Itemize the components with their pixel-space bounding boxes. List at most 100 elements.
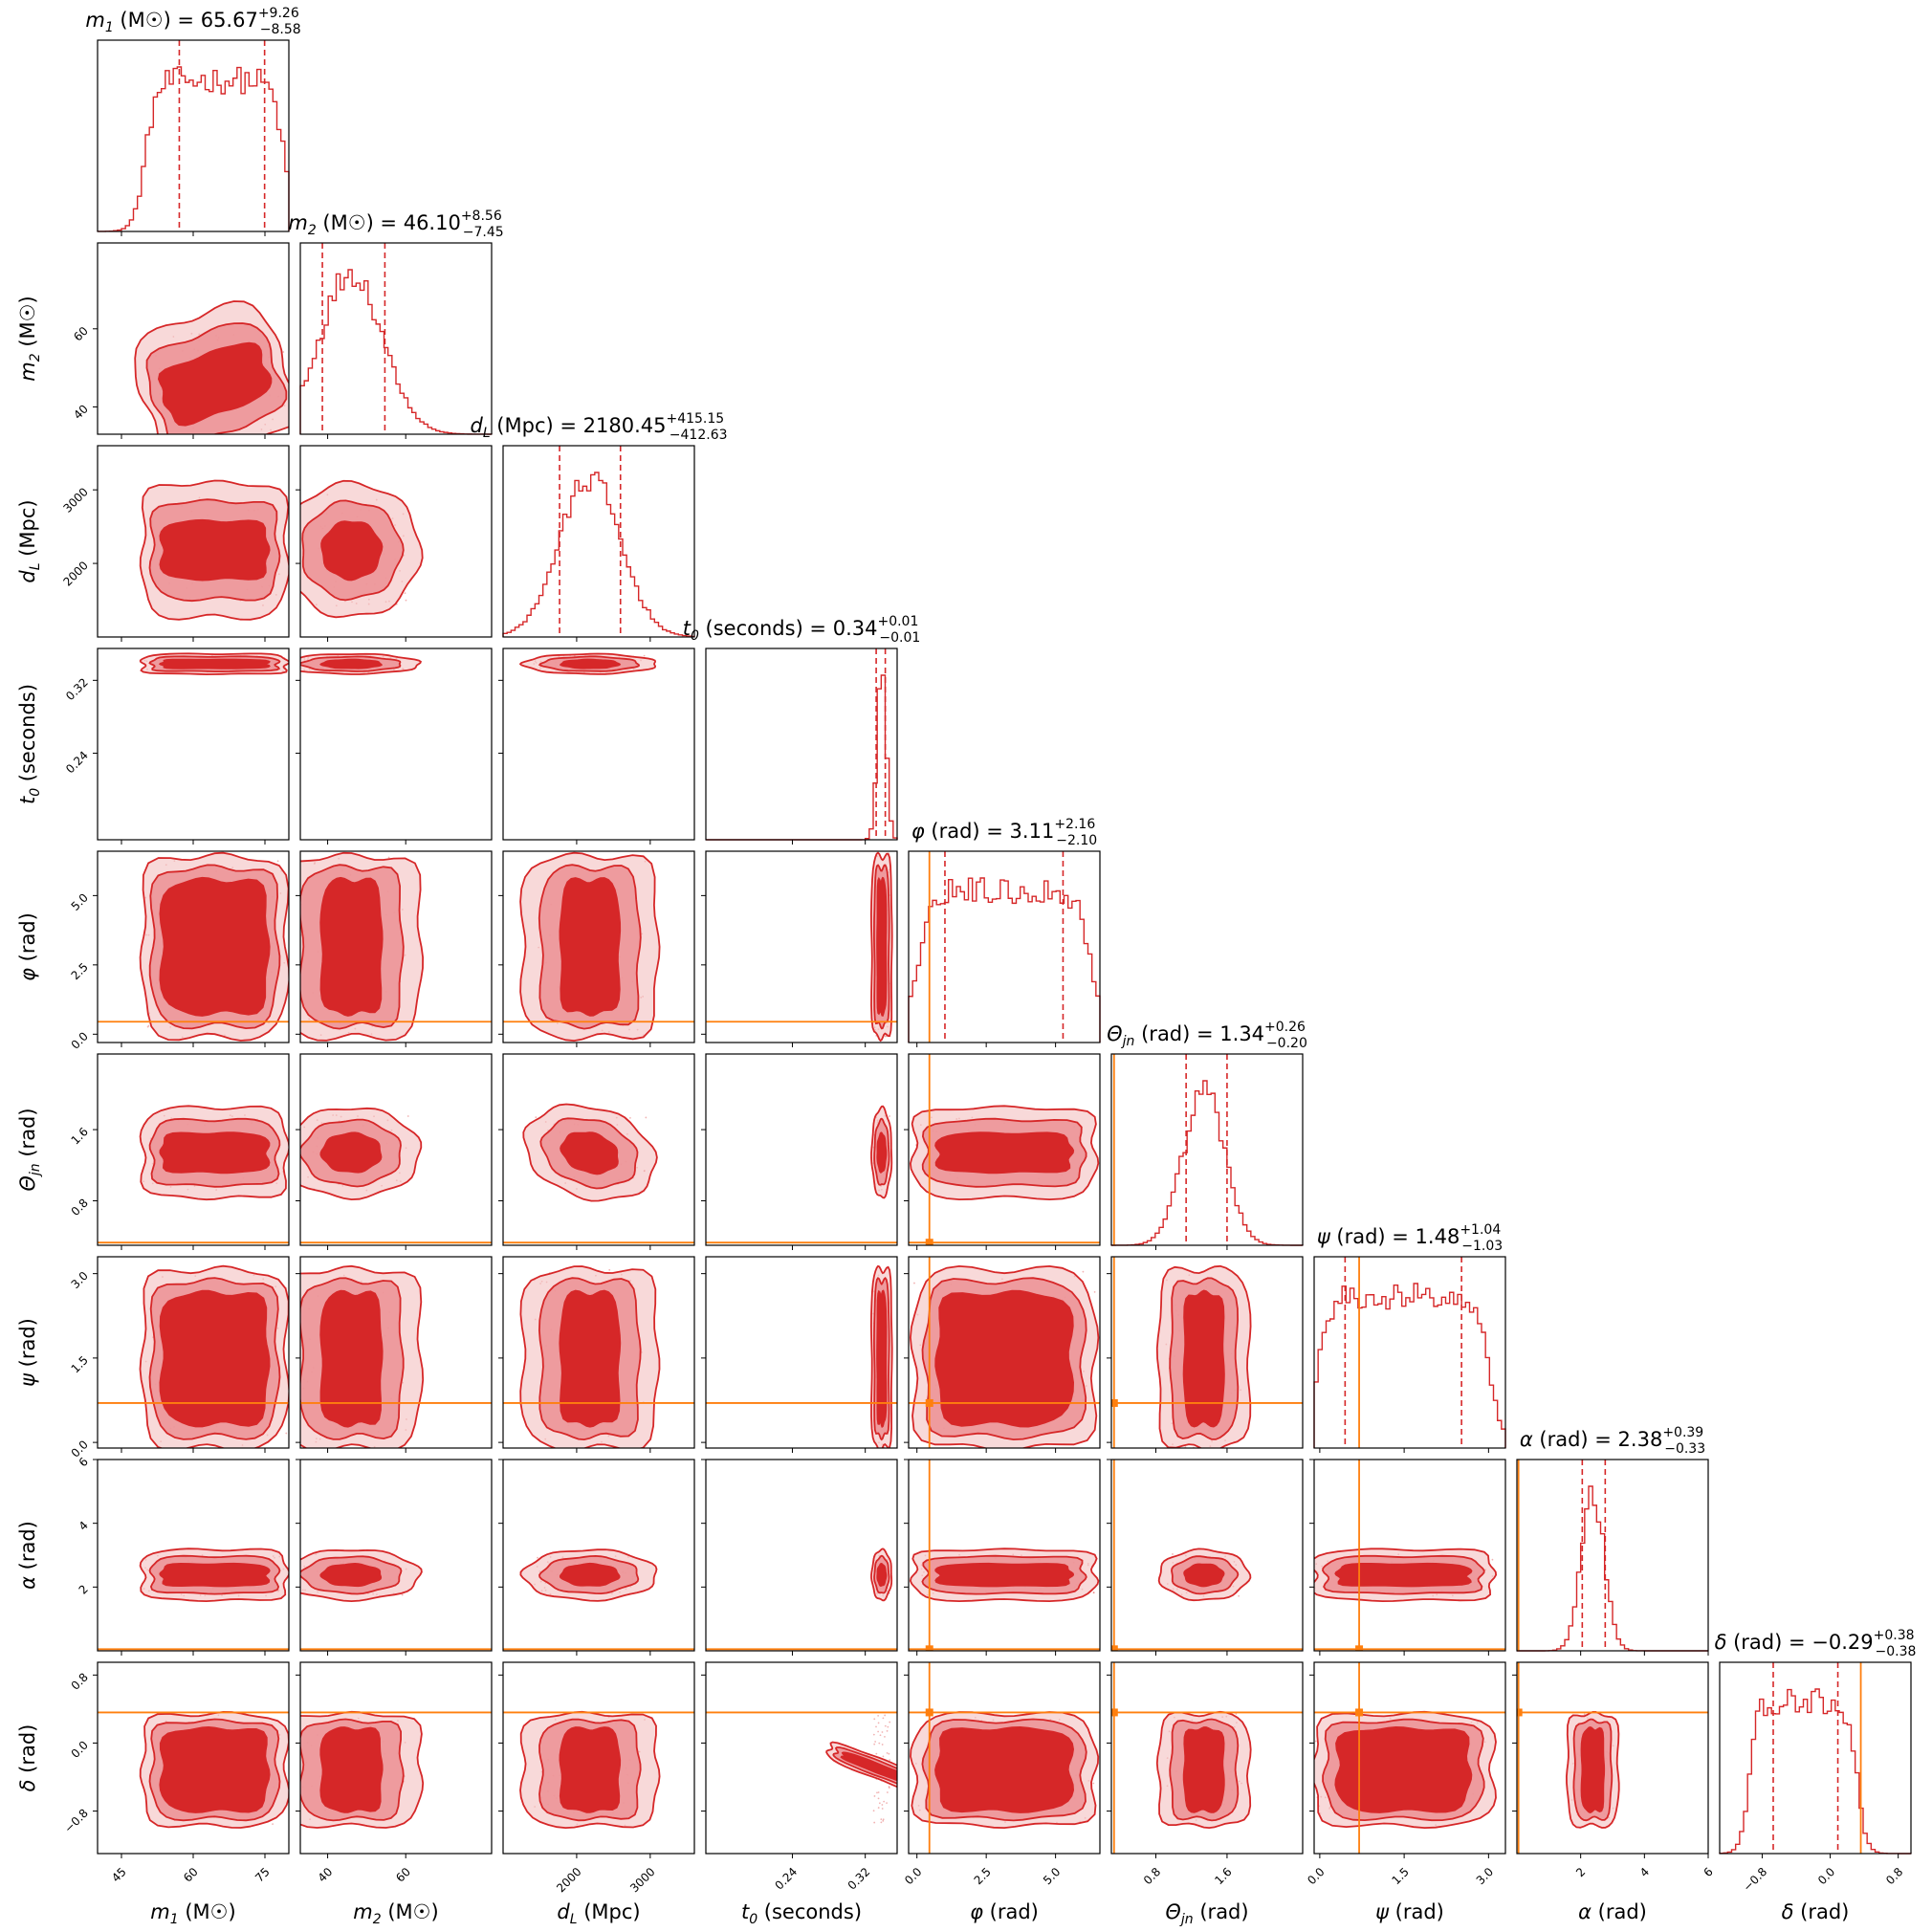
scatter-point xyxy=(1093,1290,1096,1293)
contour-level-2 xyxy=(319,1289,384,1428)
contour-level-2 xyxy=(159,1289,271,1428)
panel-frame xyxy=(1110,1256,1304,1449)
x-tick-label: 6 xyxy=(1701,1865,1715,1879)
panel-frame xyxy=(705,1256,898,1449)
density-panel-7-6 xyxy=(1309,1459,1506,1656)
contour-level-2 xyxy=(559,1289,622,1428)
scatter-point xyxy=(294,1394,296,1395)
contour-level-2 xyxy=(560,1131,619,1175)
scatter-point xyxy=(876,1791,878,1794)
scatter-point xyxy=(884,1035,887,1038)
density-panel-3-2 xyxy=(498,648,695,845)
scatter-point xyxy=(873,1821,876,1824)
panel-frame xyxy=(908,1661,1101,1855)
contour-level-2 xyxy=(319,876,384,1017)
y-tick-label: 40 xyxy=(71,402,91,422)
x-tick-label: 75 xyxy=(252,1865,273,1885)
histogram-step-2 xyxy=(502,472,695,638)
injection-marker xyxy=(1111,1645,1118,1651)
x-tick-label: 0.0 xyxy=(1815,1865,1837,1887)
histogram-step-3 xyxy=(706,674,898,841)
histogram-step-5 xyxy=(1110,1080,1303,1246)
scatter-point xyxy=(404,592,406,594)
y-tick-label: 0.8 xyxy=(69,1670,91,1692)
scatter-point xyxy=(888,1786,890,1788)
scatter-point xyxy=(146,1025,149,1028)
contour-level-2 xyxy=(157,341,273,427)
density-panel-7-2 xyxy=(498,1459,695,1656)
panel-frame xyxy=(299,1459,493,1652)
y-tick-label: 1.5 xyxy=(69,1353,91,1375)
scatter-point xyxy=(286,439,288,441)
panel-title-8: δ (rad) = −0.29+0.38 −0.38 xyxy=(1715,1628,1917,1659)
panel-frame xyxy=(97,648,290,841)
scatter-point xyxy=(881,1808,884,1810)
density-panel-6-4 xyxy=(904,1256,1101,1453)
panel-frame xyxy=(1110,1459,1304,1652)
scatter-point xyxy=(276,860,279,863)
panel-frame xyxy=(299,648,493,841)
panel-frame xyxy=(705,1459,898,1652)
scatter-point xyxy=(888,1752,890,1755)
density-panel-3-0: 0.24 0.32 xyxy=(63,648,290,845)
density-panel-8-5: 0.8 1.6 xyxy=(1107,1661,1304,1887)
density-panel-4-1 xyxy=(296,850,493,1047)
scatter-point xyxy=(880,1818,883,1821)
y-axis-label-5: Θjn (rad) xyxy=(16,1108,43,1191)
panel-title-3: t0 (seconds) = 0.34+0.01 −0.01 xyxy=(683,614,921,646)
scatter-point xyxy=(537,1556,538,1559)
y-axis-label-1: m2 (M☉) xyxy=(16,296,43,381)
scatter-point xyxy=(282,351,285,353)
panel-frame xyxy=(502,445,695,638)
panel-frame xyxy=(299,445,493,638)
scatter-point xyxy=(1092,1782,1095,1785)
scatter-point xyxy=(882,1717,885,1720)
scatter-point xyxy=(881,1731,884,1733)
panel-frame xyxy=(705,1661,898,1855)
contour-level-2 xyxy=(840,1751,897,1782)
x-axis-label-7: α (rad) xyxy=(1578,1900,1647,1923)
histogram-3 xyxy=(705,648,898,845)
x-tick-label: 0.8 xyxy=(1141,1865,1163,1887)
scatter-point xyxy=(889,1721,891,1723)
y-tick-label: 3000 xyxy=(60,485,90,515)
density-panel-1-0: 40 60 xyxy=(71,242,290,441)
scatter-point xyxy=(872,1733,875,1736)
histogram-step-1 xyxy=(299,269,493,435)
panel-frame xyxy=(705,648,898,841)
panel-frame xyxy=(908,1053,1101,1246)
y-tick-label: 3.0 xyxy=(69,1269,91,1291)
scatter-point xyxy=(873,1743,876,1745)
y-axis-label-8: δ (rad) xyxy=(16,1724,39,1792)
contour-level-2 xyxy=(319,1562,383,1588)
panel-title-6: ψ (rad) = 1.48+1.04 −1.03 xyxy=(1317,1222,1503,1254)
injection-marker xyxy=(925,1708,933,1717)
scatter-point xyxy=(297,1025,299,1027)
scatter-point xyxy=(878,1802,881,1805)
y-tick-label: 2000 xyxy=(60,559,90,588)
scatter-point xyxy=(877,1714,880,1717)
scatter-point xyxy=(880,1821,883,1824)
panel-frame xyxy=(1313,1661,1506,1855)
scatter-point xyxy=(236,437,238,439)
contour-level-2 xyxy=(876,876,888,1018)
contour-level-2 xyxy=(1334,1725,1473,1813)
histogram-7 xyxy=(1516,1459,1709,1656)
y-tick-label: −0.8 xyxy=(61,1807,91,1836)
panel-frame xyxy=(908,1256,1101,1449)
y-axis-label-4: φ (rad) xyxy=(16,912,39,981)
panel-frame xyxy=(1313,1459,1506,1652)
scatter-point xyxy=(886,1751,889,1754)
density-panel-8-2: 2000 3000 xyxy=(498,1661,695,1895)
x-tick-label: 4 xyxy=(1637,1865,1652,1879)
injection-marker xyxy=(925,1645,933,1651)
scatter-point xyxy=(872,1810,875,1812)
panel-title-4: φ (rad) = 3.11+2.16 −2.10 xyxy=(911,817,1097,848)
panel-title-2: dL (Mpc) = 2180.45+415.15 −412.63 xyxy=(470,411,727,443)
x-tick-label: 0.32 xyxy=(845,1865,873,1893)
histogram-step-8 xyxy=(1719,1688,1911,1855)
panel-frame xyxy=(502,1053,695,1246)
scatter-point xyxy=(886,1802,888,1805)
panel-title-5: Θjn (rad) = 1.34+0.26 −0.20 xyxy=(1107,1020,1307,1051)
density-panel-2-0: 2000 3000 xyxy=(60,445,290,642)
